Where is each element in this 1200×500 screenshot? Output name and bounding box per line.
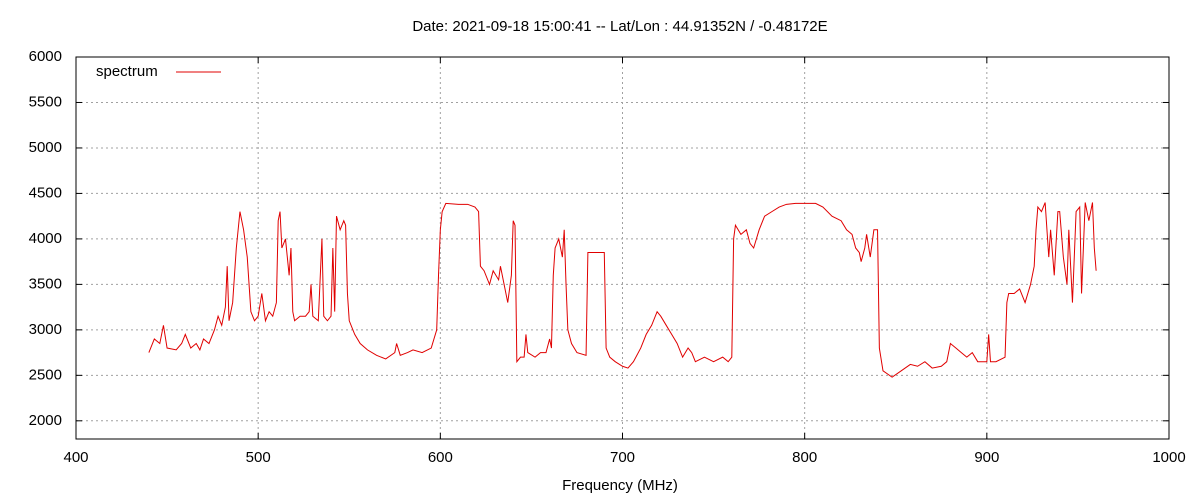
x-tick-label: 700	[610, 449, 635, 466]
y-tick-label: 6000	[29, 48, 62, 65]
x-tick-label: 900	[974, 449, 999, 466]
y-tick-label: 5500	[29, 93, 62, 110]
y-tick-label: 3000	[29, 321, 62, 338]
x-tick-label: 1000	[1152, 449, 1185, 466]
x-tick-label: 500	[246, 449, 271, 466]
y-tick-label: 2500	[29, 366, 62, 383]
x-tick-label: 800	[792, 449, 817, 466]
y-tick-label: 5000	[29, 139, 62, 156]
y-tick-label: 3500	[29, 275, 62, 292]
x-tick-label: 600	[428, 449, 453, 466]
series-line	[148, 202, 1097, 378]
legend-label: spectrum	[96, 63, 158, 80]
y-tick-label: 2000	[29, 412, 62, 429]
y-tick-label: 4000	[29, 230, 62, 247]
y-tick-label: 4500	[29, 184, 62, 201]
plot-border	[75, 56, 1170, 440]
x-tick-label: 400	[63, 449, 88, 466]
chart-title: Date: 2021-09-18 15:00:41 -- Lat/Lon : 4…	[412, 18, 827, 35]
x-axis-label: Frequency (MHz)	[562, 477, 678, 494]
